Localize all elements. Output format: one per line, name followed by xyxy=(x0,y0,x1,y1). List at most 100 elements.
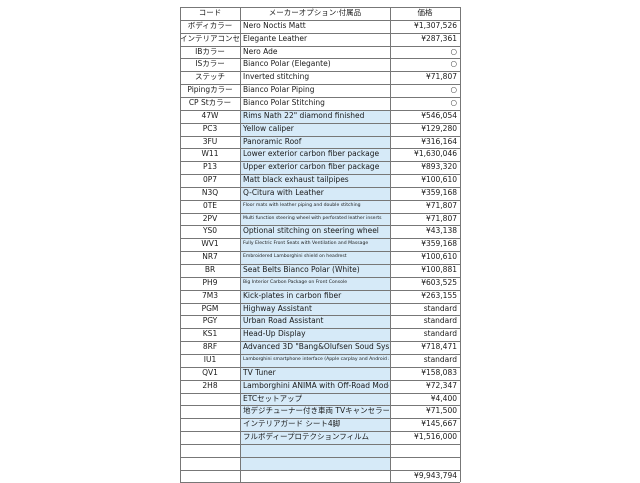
price-cell: ¥1,516,000 xyxy=(414,432,457,442)
option-cell: Upper exterior carbon fiber package xyxy=(243,162,380,172)
code-cell: P13 xyxy=(202,162,218,172)
price-cell: ¥145,667 xyxy=(421,419,457,429)
code-cell: 7M3 xyxy=(201,290,218,300)
header-cell: メーカーオプション·付属品 xyxy=(268,8,362,17)
code-cell: N3Q xyxy=(201,187,219,197)
option-cell: Elegante Leather xyxy=(243,33,308,43)
row-line xyxy=(180,71,460,72)
code-cell: BR xyxy=(204,265,216,274)
row-line xyxy=(180,32,460,34)
option-cell: Multi function steering wheel with perfo… xyxy=(243,215,382,221)
row-line xyxy=(180,353,460,355)
row-line xyxy=(180,431,460,432)
row-line xyxy=(180,122,460,124)
option-cell: 地デジチューナー付き車両 TVキャンセラー xyxy=(243,406,389,416)
row-line xyxy=(180,148,460,149)
code-cell: IBカラー xyxy=(195,46,225,56)
code-cell: ステッチ xyxy=(195,72,225,82)
code-cell: 2H8 xyxy=(202,380,218,390)
price-cell: ○ xyxy=(450,59,457,69)
col-line xyxy=(240,7,241,483)
option-cell: Rims Nath 22" diamond finished xyxy=(243,110,365,120)
code-cell: CP Stカラー xyxy=(188,97,232,107)
row-line xyxy=(180,161,460,162)
row-line xyxy=(180,418,460,419)
option-cell: Big Interior Carbon Package on Front Con… xyxy=(243,279,348,285)
row-line xyxy=(180,469,460,471)
price-cell: standard xyxy=(423,329,457,339)
price-cell: ¥100,881 xyxy=(421,265,457,274)
row-line xyxy=(180,19,460,21)
option-cell: Seat Belts Bianco Polar (White) xyxy=(243,265,360,274)
code-cell: KS1 xyxy=(202,329,218,339)
code-cell: 0P7 xyxy=(202,175,218,185)
option-cell: Nero Ade xyxy=(243,46,278,56)
option-cell: Matt black exhaust tailpipes xyxy=(243,175,349,185)
price-cell: ¥263,155 xyxy=(421,290,457,300)
price-cell: ¥4,400 xyxy=(430,393,457,403)
price-cell: ¥546,054 xyxy=(421,110,457,120)
code-cell: PC3 xyxy=(202,123,218,133)
header-cell: コード xyxy=(198,8,222,17)
option-cell: Bianco Polar (Elegante) xyxy=(243,59,331,69)
price-cell: ¥1,630,046 xyxy=(414,149,457,159)
col-line xyxy=(390,7,391,483)
code-cell: YS0 xyxy=(202,226,218,236)
option-cell: Panoramic Roof xyxy=(243,136,302,146)
row-line xyxy=(180,289,460,291)
row-line xyxy=(180,328,460,329)
code-cell: NR7 xyxy=(202,252,218,262)
code-cell: PGM xyxy=(201,303,219,313)
option-cell: Urban Road Assistant xyxy=(243,316,324,326)
price-cell: ¥71,807 xyxy=(425,72,457,82)
row-line xyxy=(180,7,460,8)
code-cell: PH9 xyxy=(202,277,218,287)
code-cell: 2PV xyxy=(202,213,218,223)
code-cell: ISカラー xyxy=(195,59,225,69)
price-cell: ¥603,525 xyxy=(421,277,457,287)
price-cell: ¥71,807 xyxy=(425,200,457,210)
row-line xyxy=(180,186,460,188)
row-line xyxy=(180,379,460,381)
code-cell: 8RF xyxy=(202,342,218,352)
row-line xyxy=(180,366,460,368)
option-cell: TV Tuner xyxy=(243,367,276,377)
option-cell: Fully Electric Front Seats with Ventilat… xyxy=(243,241,369,247)
code-cell: 47W xyxy=(201,110,219,120)
option-cell: Lamborghini ANIMA with Off-Road Modes xyxy=(243,380,389,390)
code-cell: IU1 xyxy=(203,354,217,364)
option-cell: Bianco Polar Piping xyxy=(243,85,315,95)
row-line xyxy=(180,135,460,137)
row-line xyxy=(180,225,460,227)
price-cell: ¥129,280 xyxy=(421,123,457,133)
row-line xyxy=(180,315,460,316)
price-cell: ¥100,610 xyxy=(421,175,457,185)
price-cell: ○ xyxy=(450,85,457,95)
row-line xyxy=(180,405,460,406)
header-cell: 価格 xyxy=(417,8,433,17)
code-cell: インテリアコンセプト xyxy=(180,33,240,43)
code-cell: 0TE xyxy=(202,200,218,210)
total: ¥9,943,794 xyxy=(414,470,457,480)
option-cell: Highway Assistant xyxy=(243,303,312,313)
price-cell: ¥893,320 xyxy=(421,162,457,172)
price-cell: ¥72,347 xyxy=(425,380,457,390)
option-cell: Optional stitching on steering wheel xyxy=(243,226,379,236)
col-line xyxy=(460,7,461,483)
price-cell: ¥316,164 xyxy=(421,136,457,146)
option-cell: Embroidered Lamborghini shield on headre… xyxy=(243,254,347,260)
price-cell: ¥158,083 xyxy=(421,367,457,377)
row-line xyxy=(180,174,460,175)
row-line xyxy=(180,264,460,265)
price-cell: standard xyxy=(423,316,457,326)
code-cell: ボディカラー xyxy=(187,20,233,30)
row-line xyxy=(180,96,460,98)
row-line xyxy=(180,392,460,394)
row-line xyxy=(180,58,460,59)
option-cell: Yellow caliper xyxy=(243,123,294,133)
code-cell: Pipingカラー xyxy=(187,85,233,95)
code-cell: QV1 xyxy=(202,367,218,377)
col-line xyxy=(180,7,181,483)
row-line xyxy=(180,456,460,458)
